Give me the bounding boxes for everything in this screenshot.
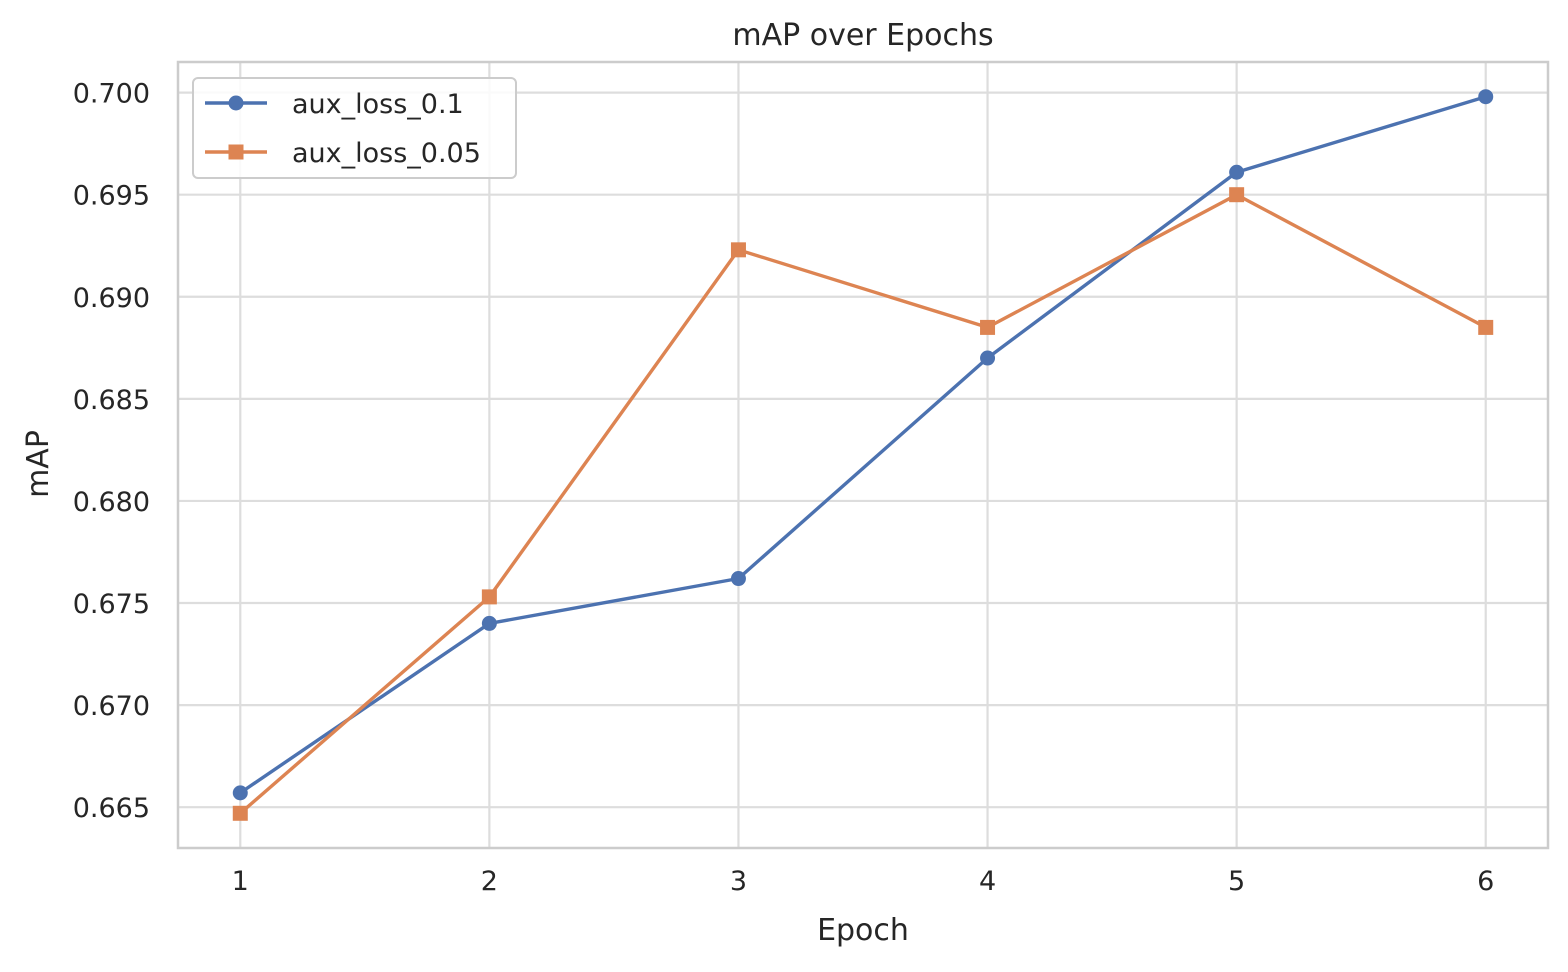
series-line [238, 95, 1488, 795]
y-axis-label: mAP [21, 430, 56, 498]
data-point [1229, 164, 1245, 180]
legend-box [192, 77, 517, 179]
y-tick-label: 0.695 [73, 181, 150, 212]
data-point [1478, 319, 1494, 335]
x-axis-ticks: 1 2 3 4 5 6 [232, 866, 1495, 897]
legend: aux_loss_0.1 aux_loss_0.05 [192, 77, 517, 179]
legend-item: aux_loss_0.05 [205, 138, 481, 169]
series-aux_loss_0.1 [232, 89, 1494, 801]
series-lines [232, 89, 1494, 821]
legend-label: aux_loss_0.1 [292, 89, 464, 120]
y-tick-label: 0.700 [73, 79, 150, 110]
y-tick-label: 0.675 [73, 589, 150, 620]
y-tick-label: 0.690 [73, 283, 150, 314]
data-point [481, 589, 497, 605]
y-axis-ticks: 0.665 0.670 0.675 0.680 0.685 0.690 0.695 0.700 [73, 79, 150, 825]
data-point [481, 615, 497, 631]
data-point [980, 350, 996, 366]
x-tick-label: 4 [979, 866, 996, 897]
x-tick-label: 3 [730, 866, 747, 897]
legend-marker [228, 144, 244, 160]
series-aux_loss_0.05 [232, 187, 1494, 821]
data-point [1478, 89, 1494, 105]
data-point [232, 805, 248, 821]
y-tick-label: 0.665 [73, 793, 150, 824]
grid-lines [178, 62, 1548, 848]
x-tick-label: 6 [1477, 866, 1494, 897]
data-point [1229, 187, 1245, 203]
plot-frame [176, 60, 1550, 850]
data-point [980, 319, 996, 335]
data-point [232, 785, 248, 801]
x-axis-label: Epoch [817, 913, 909, 948]
legend-marker [228, 95, 244, 111]
chart-title: mAP over Epochs [732, 18, 993, 53]
y-tick-label: 0.685 [73, 385, 150, 416]
legend-label: aux_loss_0.05 [292, 138, 481, 169]
series-line [238, 193, 1488, 815]
data-point [730, 242, 746, 258]
y-tick-label: 0.670 [73, 691, 150, 722]
y-tick-label: 0.680 [73, 487, 150, 518]
x-tick-label: 2 [481, 866, 498, 897]
legend-item: aux_loss_0.1 [205, 89, 464, 120]
data-point [730, 571, 746, 587]
x-tick-label: 5 [1228, 866, 1245, 897]
x-tick-label: 1 [232, 866, 249, 897]
